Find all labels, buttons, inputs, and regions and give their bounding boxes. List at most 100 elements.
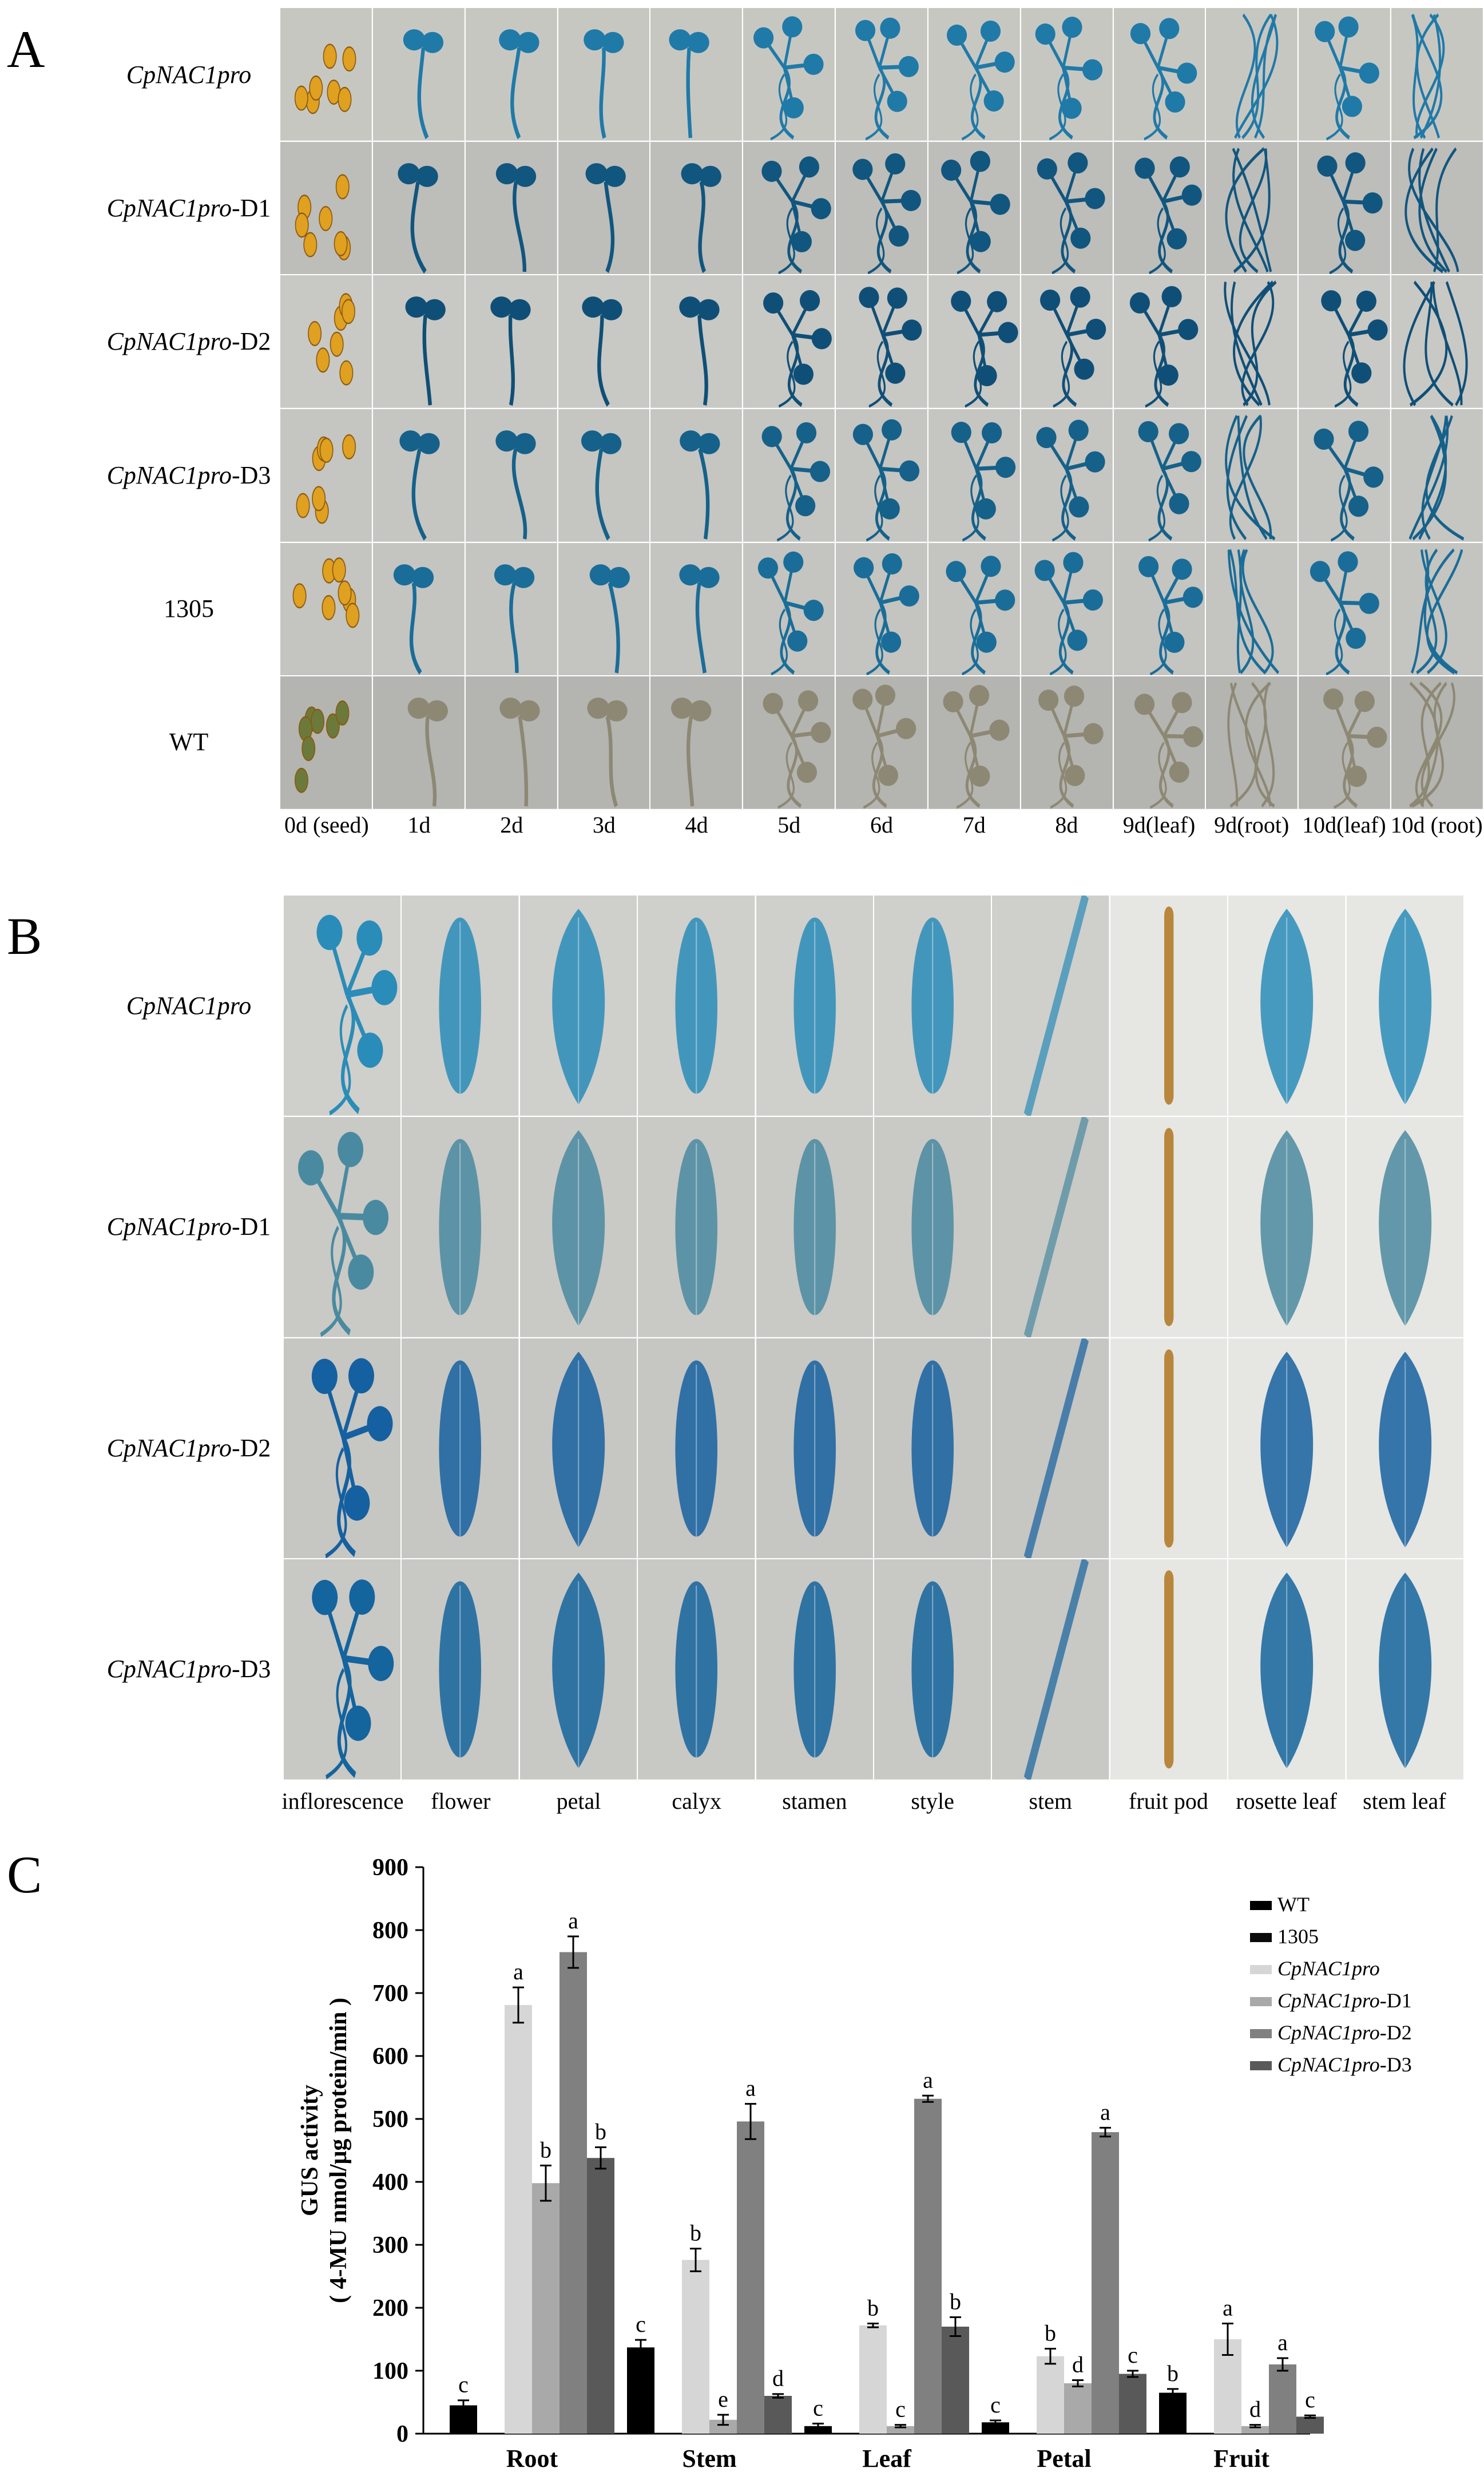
panel-a-row-label: CpNAC1pro-D3: [106, 461, 271, 489]
panel-b-photo: [756, 1559, 873, 1780]
legend-label: WT: [1277, 1893, 1310, 1916]
panel-a-image-grid: [280, 8, 1483, 809]
bar: [505, 2004, 532, 2434]
error-bar: [1100, 2126, 1111, 2138]
panel-a-photo: [650, 275, 743, 408]
bar: [764, 2396, 792, 2434]
legend-swatch: [1250, 2061, 1272, 2070]
panel-a-photo: [465, 542, 557, 676]
panel-a-photo: [1206, 542, 1298, 676]
legend-label: CpNAC1pro-D2: [1277, 2021, 1412, 2044]
panel-b-photo: [1228, 1559, 1346, 1780]
panel-a-column-label: 5d: [777, 812, 801, 838]
bar: [682, 2260, 709, 2434]
panel-b-row-label: CpNAC1pro-D2: [106, 1433, 271, 1462]
panel-a-photo: [650, 409, 743, 542]
error-bar: [635, 2339, 646, 2356]
y-tick-label: 0: [396, 2421, 408, 2447]
panel-b-photo: [756, 1116, 873, 1337]
panel-a-column-label: 7d: [962, 812, 986, 838]
panel-a-photo: [1021, 409, 1113, 542]
bar: [1269, 2364, 1296, 2434]
panel-a-row-label: 1305: [164, 595, 214, 623]
panel-b-photo: [402, 1338, 519, 1559]
panel-a-photo: [280, 676, 372, 809]
error-bar: [812, 2422, 824, 2430]
panel-b-photo: [1228, 896, 1346, 1116]
significance-letter: b: [950, 2289, 961, 2315]
significance-letter: b: [1045, 2320, 1056, 2346]
panel-a-photo: [1391, 141, 1483, 275]
panel-b-photo: [1228, 1116, 1346, 1337]
panel-a-photo: [650, 542, 743, 676]
panel-a-photo: [1299, 676, 1391, 809]
panel-a-photo: [743, 8, 835, 141]
panel-a-photo: [836, 8, 927, 141]
legend-label: CpNAC1pro-D1: [1277, 1989, 1412, 2012]
significance-letter: c: [636, 2311, 646, 2337]
panel-a-photo: [372, 676, 465, 809]
panel-a-row-label: CpNAC1pro-D2: [106, 327, 271, 356]
panel-a-photo: [372, 141, 465, 275]
panel-a-column-label: 2d: [500, 812, 523, 838]
panel-a-photo: [372, 8, 465, 141]
error-bar: [990, 2419, 1001, 2425]
error-bar: [717, 2414, 729, 2426]
panel-b-column-label: stem leaf: [1363, 1788, 1446, 1814]
error-bar: [772, 2393, 784, 2399]
panel-a-photo: [1021, 141, 1113, 275]
panel-a-photo: [1206, 141, 1298, 275]
y-axis-title: GUS activity: [297, 2085, 323, 2216]
panel-b-photo: [1346, 1338, 1463, 1559]
panel-a-photo: [1391, 542, 1483, 676]
panel-b-column-label: calyx: [672, 1788, 721, 1814]
bar: [982, 2422, 1009, 2434]
panel-c-letter: C: [7, 1845, 42, 1904]
y-tick-label: 200: [372, 2295, 408, 2322]
panel-a-photo: [1206, 409, 1298, 542]
panel-b-row-label: CpNAC1pro-D3: [106, 1654, 271, 1683]
y-tick-label: 100: [372, 2358, 408, 2384]
panel-a-photo: [743, 275, 835, 408]
panel-a-photo: [465, 8, 557, 141]
panel-a-column-label: 3d: [592, 812, 616, 838]
panel-b-photo: [874, 1338, 991, 1559]
panel-b-photo: [284, 1338, 401, 1559]
significance-letter: c: [990, 2392, 1001, 2418]
panel-a-photo: [1299, 542, 1391, 676]
bar: [737, 2121, 764, 2434]
panel-a-photo: [1299, 141, 1391, 275]
panel-a-photo: [465, 676, 557, 809]
error-bar: [568, 1935, 579, 1969]
error-bar: [867, 2323, 879, 2328]
error-bar: [950, 2316, 961, 2337]
significance-letter: c: [1128, 2342, 1138, 2368]
panel-b-row-label: CpNAC1pro-D1: [106, 1213, 271, 1241]
panel-a-column-label: 8d: [1055, 812, 1078, 838]
panel-a-photo: [372, 542, 465, 676]
panel-a-photo: [1021, 8, 1113, 141]
error-bar: [745, 2103, 756, 2140]
panel-b-row-label: CpNAC1pro: [126, 992, 252, 1020]
panel-a-photo: [465, 275, 557, 408]
panel-b-photo: [1346, 896, 1463, 1116]
bar: [942, 2327, 969, 2434]
bar: [1037, 2356, 1064, 2434]
panel-a-photo: [1113, 542, 1205, 676]
significance-letter: c: [458, 2372, 469, 2398]
bar: [859, 2325, 887, 2434]
panel-a-photo: [836, 409, 927, 542]
panel-a-row-label: CpNAC1pro: [126, 60, 252, 89]
panel-a-photo: [836, 141, 927, 275]
panel-a-column-label: 10d(leaf): [1302, 812, 1386, 838]
panel-a-photo: [558, 8, 650, 141]
y-axis-title-units: ( 4-MU nmol/μg protein/min ): [326, 1998, 352, 2303]
panel-a-photo: [836, 275, 927, 408]
panel-b-photo: [1346, 1116, 1463, 1337]
x-category-label: Stem: [682, 2445, 736, 2473]
panel-a-column-label: 10d (root): [1390, 812, 1483, 838]
bar: [627, 2347, 654, 2434]
panel-b-photo: [284, 1116, 401, 1337]
significance-letter: b: [690, 2220, 701, 2246]
